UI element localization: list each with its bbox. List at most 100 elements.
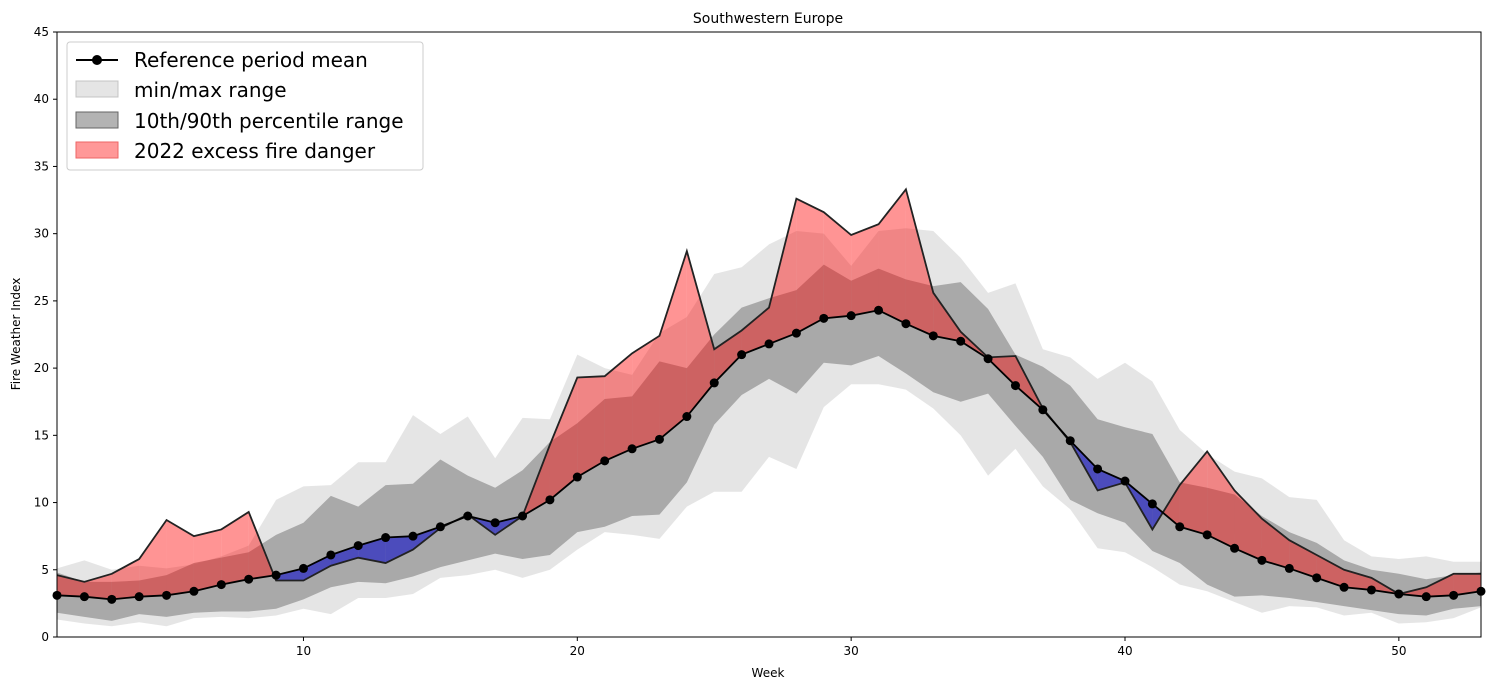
excess-fire-danger-area xyxy=(1453,573,1481,596)
reference-mean-point xyxy=(518,511,528,521)
chart-title: Southwestern Europe xyxy=(693,11,843,27)
excess-fire-danger-area xyxy=(905,189,934,336)
excess-fire-danger-area xyxy=(741,307,769,355)
reference-mean-point xyxy=(846,311,856,321)
y-tick-label: 25 xyxy=(34,294,49,308)
reference-mean-point xyxy=(1010,381,1020,391)
reference-mean-point xyxy=(1449,590,1459,600)
reference-mean-point xyxy=(381,533,391,543)
reference-mean-point xyxy=(1175,522,1185,532)
reference-mean-point xyxy=(901,319,911,329)
excess-fire-danger-area xyxy=(851,224,879,316)
below-mean-area xyxy=(1152,503,1163,530)
reference-mean-point xyxy=(463,511,473,521)
y-tick-label: 35 xyxy=(34,159,49,173)
reference-mean-point xyxy=(1065,436,1075,446)
x-axis-ticks: 10 20 30 40 50 xyxy=(296,637,1406,658)
reference-mean-point xyxy=(490,518,500,528)
excess-fire-danger-area xyxy=(769,198,797,344)
x-tick-label: 40 xyxy=(1117,644,1132,658)
excess-fire-danger-area xyxy=(1162,485,1180,527)
reference-mean-point xyxy=(682,412,692,422)
y-tick-label: 15 xyxy=(34,428,49,442)
reference-mean-point xyxy=(572,472,582,482)
excess-fire-danger-area xyxy=(221,511,249,585)
excess-fire-danger-area xyxy=(549,377,578,500)
below-mean-area xyxy=(1097,468,1125,491)
excess-fire-danger-area xyxy=(577,376,605,478)
excess-fire-danger-area xyxy=(659,251,687,440)
reference-mean-point xyxy=(1147,499,1157,509)
reference-mean-point xyxy=(1120,476,1130,486)
excess-fire-danger-area xyxy=(933,292,961,342)
legend-swatch-minmax xyxy=(75,80,119,98)
reference-mean-point xyxy=(1257,555,1267,565)
reference-mean-point xyxy=(1202,530,1212,540)
excess-fire-danger-area xyxy=(111,559,140,600)
excess-fire-danger-area xyxy=(1234,490,1262,561)
x-axis-label: Week xyxy=(752,666,785,680)
excess-fire-danger-area xyxy=(193,529,222,592)
excess-fire-danger-area xyxy=(604,353,633,461)
plot-frame xyxy=(56,31,1482,638)
excess-fire-danger-area xyxy=(1344,569,1372,590)
reference-mean-point xyxy=(1284,563,1294,573)
reference-mean-point xyxy=(928,331,938,341)
reference-mean-point xyxy=(1038,405,1048,415)
reference-mean-point xyxy=(1312,573,1322,583)
excess-fire-danger-area xyxy=(796,198,824,334)
reference-mean-point xyxy=(737,350,747,360)
below-mean-area xyxy=(385,536,413,564)
reference-mean-point xyxy=(162,590,172,600)
x-tick-label: 20 xyxy=(570,644,585,658)
reference-mean-point xyxy=(874,305,884,315)
excess-fire-danger-area xyxy=(139,520,167,597)
reference-mean-point xyxy=(1093,464,1103,474)
x-tick-label: 50 xyxy=(1391,644,1406,658)
reference-mean-point xyxy=(79,592,89,602)
reference-mean-point xyxy=(1421,592,1431,602)
reference-mean-point xyxy=(983,354,993,364)
reference-mean-point xyxy=(545,495,555,505)
excess-fire-danger-area xyxy=(823,212,852,319)
y-axis-label: Fire Weather Index xyxy=(9,278,23,391)
y-tick-label: 20 xyxy=(34,361,49,375)
reference-mean-point xyxy=(408,531,418,541)
y-axis-ticks: 0 5 10 15 20 25 30 35 40 45 xyxy=(34,25,57,644)
reference-mean-point xyxy=(134,592,144,602)
reference-mean-point xyxy=(298,563,308,573)
excess-fire-danger-area xyxy=(878,189,906,324)
below-mean-area xyxy=(330,545,359,566)
excess-fire-danger-area xyxy=(1289,540,1317,578)
legend-label-percentile: 10th/90th percentile range xyxy=(134,109,404,133)
reference-mean-point xyxy=(709,378,719,388)
reference-mean-point xyxy=(654,434,664,444)
reference-mean-point xyxy=(600,456,610,466)
legend-mean-marker xyxy=(92,55,102,65)
reference-mean-point xyxy=(791,328,801,338)
excess-fire-danger-area xyxy=(1179,451,1208,535)
reference-mean-point xyxy=(819,313,829,323)
reference-mean-point xyxy=(956,336,966,346)
excess-fire-danger-area xyxy=(632,335,660,449)
reference-mean-point xyxy=(435,522,445,532)
y-tick-label: 40 xyxy=(34,92,49,106)
excess-fire-danger-area xyxy=(1426,573,1454,597)
y-tick-label: 10 xyxy=(34,496,49,510)
legend-label-minmax: min/max range xyxy=(134,78,287,102)
reference-mean-point xyxy=(216,580,226,590)
plot-area xyxy=(52,187,1486,627)
excess-fire-danger-area xyxy=(1316,554,1345,588)
excess-fire-danger-area xyxy=(166,520,194,596)
y-tick-label: 30 xyxy=(34,227,49,241)
x-tick-label: 10 xyxy=(296,644,311,658)
legend-label-excess: 2022 excess fire danger xyxy=(134,139,376,163)
reference-mean-point xyxy=(189,586,199,596)
reference-mean-point xyxy=(1394,589,1404,599)
excess-fire-danger-area xyxy=(714,330,742,383)
below-mean-area xyxy=(303,554,331,581)
y-tick-label: 45 xyxy=(34,25,49,39)
legend-swatch-percentile xyxy=(75,111,119,129)
reference-mean-point xyxy=(1366,585,1376,595)
